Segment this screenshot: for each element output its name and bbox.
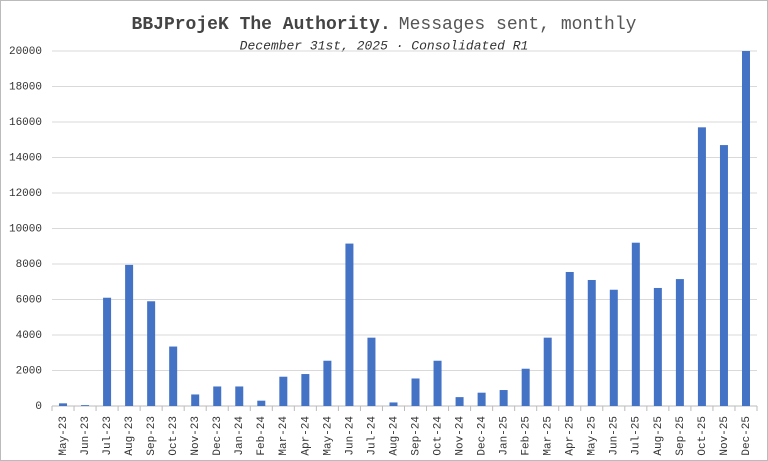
bar — [301, 374, 310, 406]
bar — [279, 376, 288, 406]
bar — [103, 297, 112, 406]
x-tick-label: Oct-24 — [432, 416, 444, 456]
bar — [257, 400, 266, 406]
x-tick-label: Oct-23 — [168, 416, 180, 456]
y-tick-label: 0 — [35, 401, 42, 413]
x-tick-label: Jan-24 — [234, 416, 246, 456]
bar — [213, 386, 222, 406]
x-tick-label: Aug-24 — [388, 416, 400, 456]
bar — [345, 243, 354, 406]
x-tick-label: Aug-25 — [653, 416, 665, 456]
x-tick-label: Nov-24 — [454, 416, 466, 456]
bar — [323, 360, 332, 406]
bar — [675, 279, 684, 406]
bar — [81, 405, 90, 406]
bar — [697, 127, 706, 406]
bar — [191, 394, 200, 406]
bar — [477, 392, 486, 406]
x-tick-label: Jul-25 — [631, 416, 643, 456]
x-tick-label: Dec-25 — [741, 416, 753, 456]
bar — [169, 346, 178, 406]
bar — [653, 287, 662, 406]
y-tick-label: 14000 — [9, 152, 42, 164]
bar — [741, 51, 750, 406]
y-tick-label: 12000 — [9, 188, 42, 200]
title-emphasis: BBJProjeK The Authority. — [132, 15, 391, 35]
bar — [389, 402, 398, 406]
bar — [455, 397, 464, 406]
y-tick-label: 18000 — [9, 81, 42, 93]
bar — [565, 271, 574, 406]
bar — [499, 390, 508, 406]
x-tick-label: May-23 — [58, 416, 70, 456]
x-tick-label: Sep-25 — [675, 416, 687, 456]
x-tick-label: May-24 — [322, 416, 334, 456]
x-tick-label: Jun-24 — [344, 416, 356, 456]
bar — [521, 368, 530, 406]
bar — [59, 403, 68, 406]
x-tick-label: Feb-24 — [256, 416, 268, 456]
bar — [631, 242, 640, 406]
y-tick-label: 2000 — [16, 365, 42, 377]
bar — [367, 337, 376, 406]
x-tick-label: Mar-25 — [543, 416, 555, 456]
x-tick-label: Sep-24 — [410, 416, 422, 456]
x-tick-label: Nov-25 — [719, 416, 731, 456]
x-tick-label: Jun-25 — [609, 416, 621, 456]
x-tick-label: Dec-24 — [477, 416, 489, 456]
x-tick-label: Nov-23 — [190, 416, 202, 456]
x-tick-label: Mar-24 — [278, 416, 290, 456]
chart-subtitle: December 31st, 2025 · Consolidated R1 — [240, 38, 529, 53]
x-tick-label: Apr-25 — [565, 416, 577, 456]
bar — [235, 386, 244, 406]
y-tick-label: 4000 — [16, 330, 42, 342]
x-tick-label: Jan-25 — [499, 416, 511, 456]
y-tick-label: 6000 — [16, 294, 42, 306]
y-tick-label: 16000 — [9, 117, 42, 129]
bar — [433, 360, 442, 406]
bar — [543, 337, 552, 406]
x-tick-label: Feb-25 — [521, 416, 533, 456]
y-tick-label: 10000 — [9, 223, 42, 235]
x-tick-label: Apr-24 — [300, 416, 312, 456]
x-tick-label: Dec-23 — [212, 416, 224, 456]
title-text: Messages sent, monthly — [399, 15, 637, 35]
x-tick-label: Jul-24 — [366, 416, 378, 456]
x-tick-label: Aug-23 — [124, 416, 136, 456]
x-tick-label: May-25 — [587, 416, 599, 456]
bar — [125, 264, 134, 406]
bar — [411, 378, 420, 406]
bar — [609, 289, 618, 406]
x-tick-label: Oct-25 — [697, 416, 709, 456]
bar — [147, 301, 156, 406]
bar — [719, 145, 728, 406]
x-tick-label: Jul-23 — [102, 416, 114, 456]
bar — [587, 279, 596, 406]
y-tick-label: 20000 — [9, 46, 42, 58]
chart-title: BBJProjeK The Authority. Messages sent, m… — [132, 15, 637, 35]
x-tick-label: Jun-23 — [80, 416, 92, 456]
y-tick-label: 8000 — [16, 259, 42, 271]
x-tick-label: Sep-23 — [146, 416, 158, 456]
